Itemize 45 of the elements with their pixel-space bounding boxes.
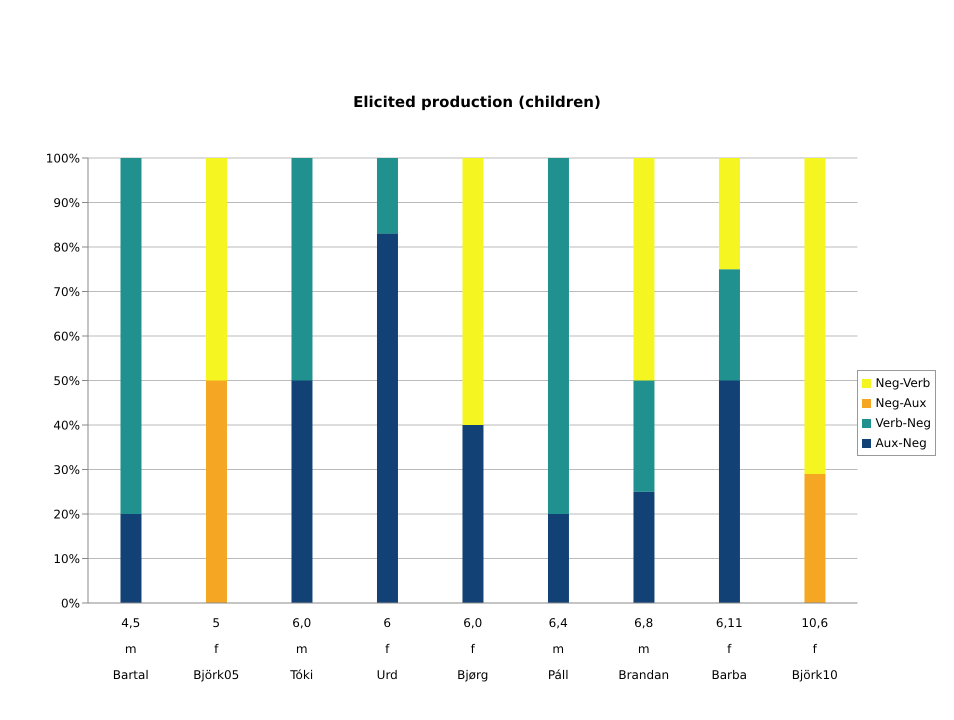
legend-label: Neg-Verb: [875, 376, 930, 390]
bar: [206, 158, 227, 380]
bar: [206, 380, 227, 603]
y-tick-label: 90%: [53, 196, 80, 210]
x-tick-label: 10,6 f Björk10: [792, 616, 838, 682]
bar: [718, 380, 740, 603]
bar: [376, 234, 398, 603]
x-tick-label: 6,0 m Tóki: [289, 616, 314, 682]
x-tick-label: 6,8 m Brandan: [618, 616, 670, 682]
y-tick-label: 70%: [53, 284, 80, 299]
bar: [633, 380, 654, 492]
x-tick-label: 4,5 m Bartal: [112, 616, 149, 682]
bar: [548, 158, 569, 514]
bar: [718, 158, 740, 270]
x-tick-label: 6,11 f Barba: [711, 616, 747, 682]
y-tick-label: 30%: [53, 462, 80, 477]
bar: [291, 380, 312, 603]
bar: [291, 158, 312, 380]
bar: [804, 474, 826, 603]
bar: [462, 158, 484, 425]
x-tick-label: 6,4 m Páll: [548, 616, 569, 682]
y-tick-label: 50%: [53, 374, 80, 388]
y-tick-label: 0%: [60, 596, 80, 610]
y-tick-label: 100%: [46, 151, 80, 166]
bar: [120, 514, 142, 603]
x-tick-label: 5 f Björk05: [193, 616, 240, 682]
bar: [804, 158, 826, 474]
x-tick-label: 6 f Urd: [376, 616, 398, 682]
bar: [462, 425, 484, 603]
y-tick-label: 60%: [53, 329, 80, 344]
bar: [718, 269, 740, 380]
bar: [633, 158, 654, 380]
y-tick-label: 80%: [53, 240, 80, 254]
chart-title: Elicited production (children): [352, 92, 602, 113]
y-tick-label: 40%: [53, 418, 80, 432]
legend-label: Aux-Neg: [875, 436, 927, 450]
bar: [633, 492, 654, 603]
y-tick-label: 10%: [53, 552, 80, 566]
legend-label: Verb-Neg: [875, 416, 931, 430]
bar: [548, 514, 569, 603]
x-tick-label: 6,0 f Bjørg: [457, 616, 488, 682]
y-tick-label: 20%: [53, 507, 80, 522]
legend-label: Neg-Aux: [875, 396, 926, 410]
bar: [120, 158, 142, 514]
bar: [376, 158, 398, 234]
